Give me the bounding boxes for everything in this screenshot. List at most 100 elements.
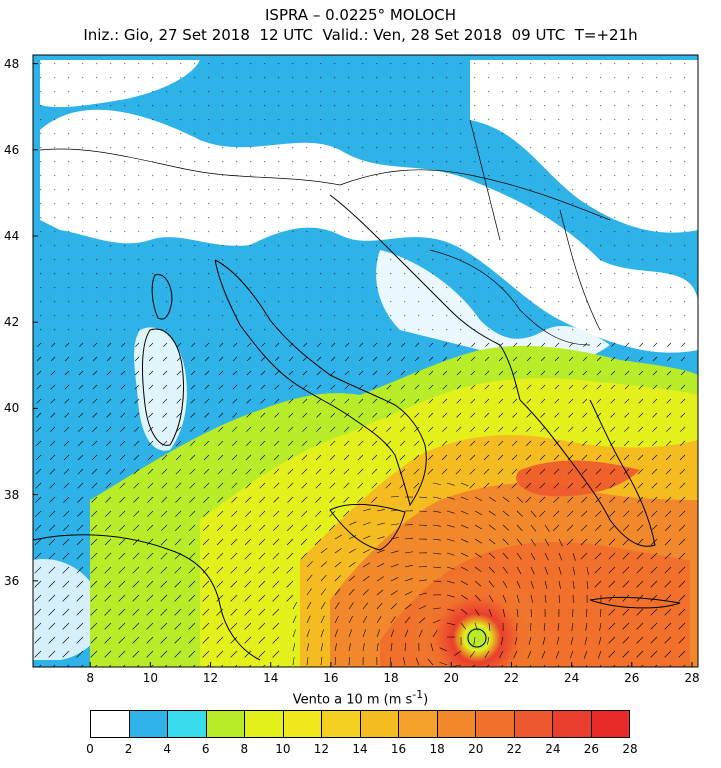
wind-vector <box>530 566 535 575</box>
wind-vector <box>132 552 140 560</box>
wind-vector <box>622 650 630 658</box>
medicane-eye <box>467 628 487 648</box>
wind-vector <box>190 384 196 390</box>
wind-vector <box>623 482 630 489</box>
wind-vector <box>624 384 630 390</box>
wind-vector <box>175 440 182 447</box>
wind-vector <box>78 384 84 390</box>
wind-vector <box>49 496 56 503</box>
wind-vector <box>160 594 168 602</box>
wind-vector <box>638 426 644 432</box>
wind-vector <box>63 454 70 461</box>
wind-vector <box>404 616 411 624</box>
wind-vector <box>106 398 112 404</box>
lat-tick-label: 46 <box>4 142 20 157</box>
wind-vector <box>427 468 434 475</box>
wind-vector <box>596 356 602 362</box>
wind-vector <box>160 636 168 644</box>
wind-vector <box>568 412 574 418</box>
wind-vector <box>188 594 196 602</box>
wind-vector <box>230 636 238 644</box>
wind-vector <box>147 496 154 503</box>
wind-vector <box>348 562 356 568</box>
wind-vector <box>376 536 385 540</box>
wind-vector <box>542 636 546 645</box>
wind-vector <box>146 636 154 644</box>
wind-vector <box>442 426 448 432</box>
wind-vector <box>216 566 224 574</box>
wind-vector <box>133 440 140 447</box>
wind-vector <box>244 622 252 630</box>
wind-vector <box>359 342 364 347</box>
wind-vector <box>316 370 322 376</box>
wind-vector <box>515 664 518 667</box>
wind-vector <box>320 547 328 554</box>
wind-vector <box>371 468 378 475</box>
wind-vector <box>76 594 84 602</box>
wind-vector <box>77 454 84 461</box>
wind-vector <box>664 650 672 658</box>
wind-vector <box>539 454 546 461</box>
wind-vector <box>35 482 42 489</box>
wind-vector <box>64 370 70 376</box>
wind-vector <box>188 580 196 588</box>
wind-vector <box>36 398 42 404</box>
wind-vector <box>474 496 483 501</box>
wind-vector <box>637 482 644 489</box>
wind-vector <box>404 591 413 596</box>
wind-vector <box>63 440 70 447</box>
wind-vector <box>514 636 518 645</box>
wind-vector <box>376 522 385 526</box>
wind-vector <box>530 622 532 631</box>
wind-vector <box>650 608 658 616</box>
wind-vector <box>651 482 658 489</box>
wind-vector <box>320 561 328 568</box>
wind-vector <box>64 384 70 390</box>
wind-vector <box>390 563 399 568</box>
wind-vector <box>432 538 441 541</box>
wind-vector <box>231 482 238 489</box>
wind-vector <box>608 538 616 546</box>
wind-vector <box>344 356 350 362</box>
wind-vector <box>230 524 238 532</box>
wind-vector <box>457 342 462 347</box>
wind-vector <box>484 412 490 418</box>
wind-vector <box>120 370 126 376</box>
wind-vector <box>554 370 560 376</box>
wind-vector <box>230 538 238 546</box>
wind-vector <box>609 440 616 447</box>
wind-vector <box>334 561 342 568</box>
wind-vector <box>48 650 56 658</box>
wind-vector <box>460 580 469 586</box>
wind-vector <box>442 356 448 362</box>
wind-vector <box>190 356 196 362</box>
wind-vector <box>302 398 308 404</box>
wind-vector <box>244 524 252 532</box>
wind-vector <box>553 510 560 517</box>
wind-vector <box>488 566 495 573</box>
wind-vector <box>664 580 672 588</box>
wind-vector <box>50 384 56 390</box>
wind-vector <box>218 426 224 432</box>
colorbar-tick-label: 18 <box>429 742 445 756</box>
wind-vector <box>317 342 322 347</box>
wind-vector <box>609 510 616 517</box>
wind-vector <box>316 412 322 418</box>
wind-vector <box>301 454 308 461</box>
wind-vector <box>650 566 658 574</box>
wind-vector <box>161 454 168 461</box>
wind-vector <box>446 608 455 612</box>
wind-vector <box>418 579 427 582</box>
wind-vector <box>500 664 504 667</box>
wind-vector <box>362 562 370 568</box>
wind-vector <box>539 510 546 517</box>
wind-vector <box>608 524 616 532</box>
wind-vector <box>558 580 561 589</box>
wind-vector <box>315 482 322 489</box>
wind-vector <box>530 594 533 603</box>
wind-vector <box>572 566 576 575</box>
wind-vector <box>376 589 384 596</box>
wind-vector <box>132 566 140 574</box>
wind-vector <box>488 622 491 631</box>
